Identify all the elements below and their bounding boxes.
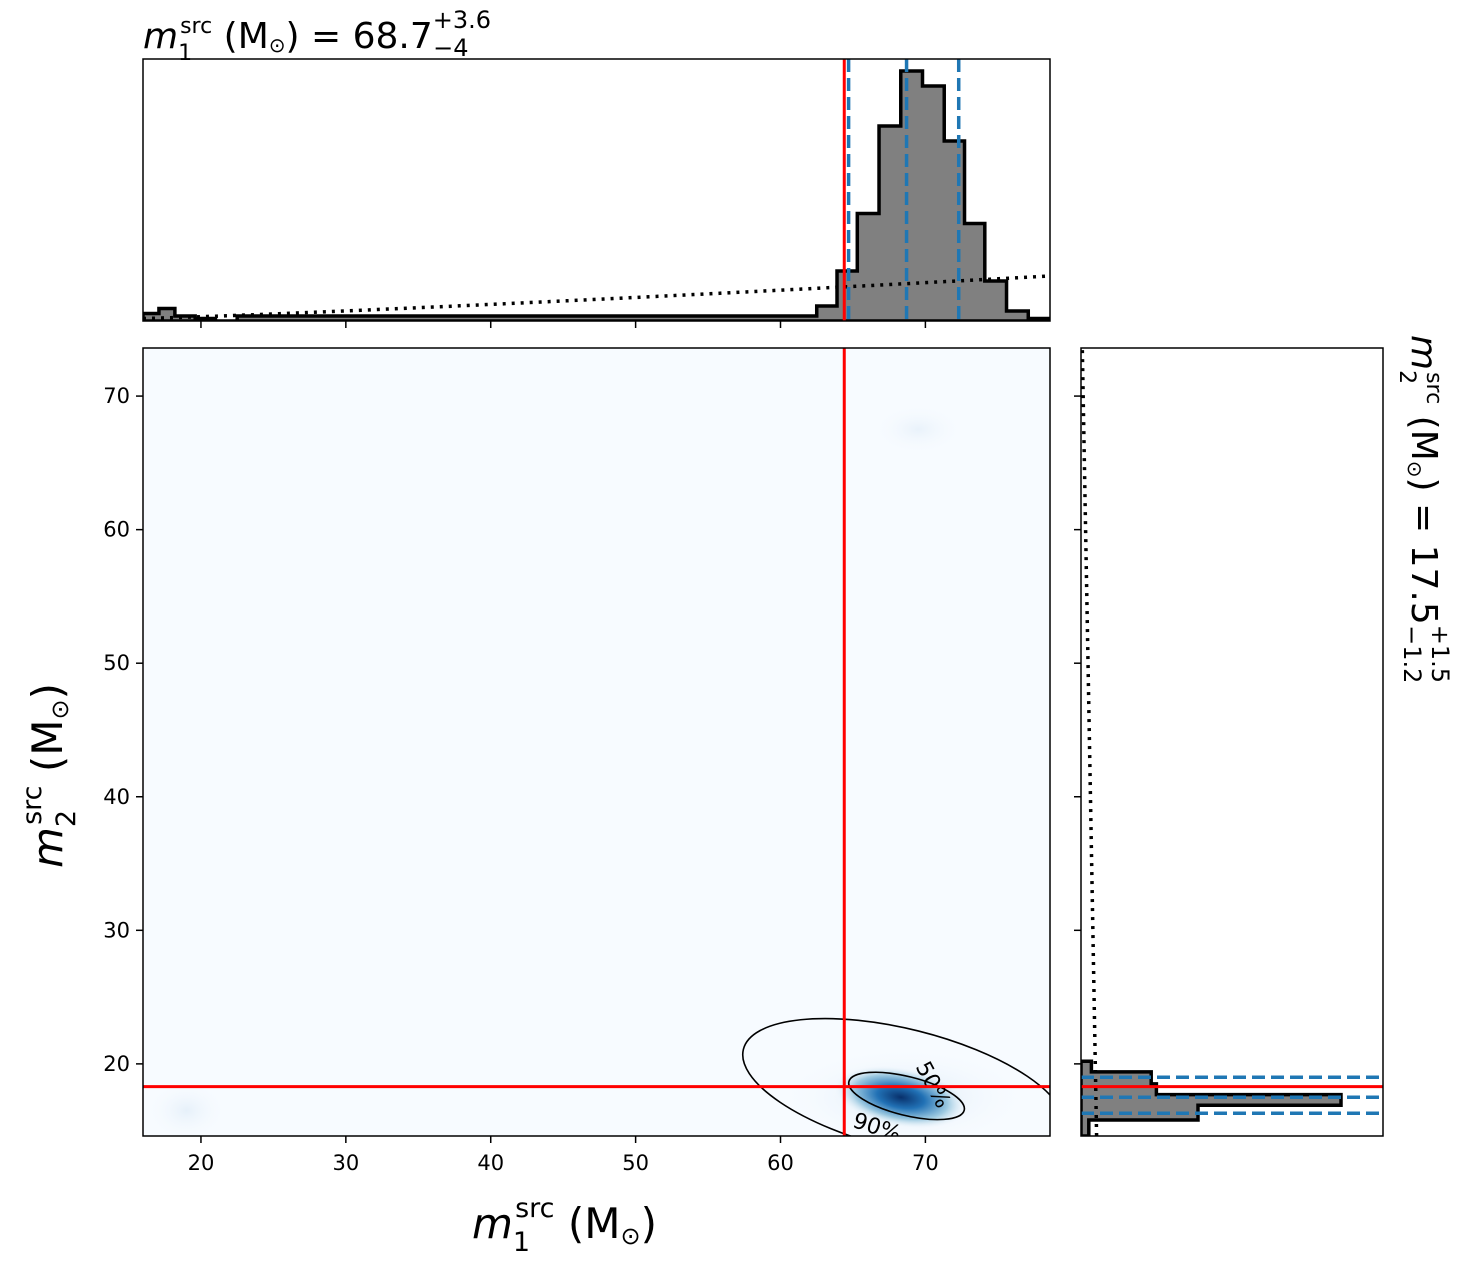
x-tick-label: 20 [188, 1151, 215, 1175]
x-tick-label: 40 [477, 1151, 504, 1175]
histogram-m1 [143, 69, 1050, 321]
x-axis-label: m1src (M⊙) [472, 1193, 657, 1258]
marginal-m1-content [143, 59, 1050, 321]
y-tick-label: 50 [103, 651, 130, 675]
x-tick-label: 30 [332, 1151, 359, 1175]
y-tick-label: 60 [103, 518, 130, 542]
prior-m1-line [143, 274, 1050, 321]
heatmap-content: 50%90% [143, 348, 1050, 1136]
marginal-m1-title: m1src (M⊙) = 68.7+3.6 −4 [143, 6, 491, 66]
y-tick-label: 30 [103, 918, 130, 942]
joint-frame [142, 347, 1051, 1137]
x-tick-label: 60 [767, 1151, 794, 1175]
y-axis-label: m2src (M⊙) [17, 683, 82, 868]
density-peak [833, 1065, 968, 1130]
marginal-m2-panel: m2src (M⊙) = 17.5+1.5−1.2 [1074, 335, 1454, 1137]
y-tick-label: 70 [103, 384, 130, 408]
density-faint-spot [873, 404, 964, 455]
density-faint-spot [146, 1080, 227, 1136]
axis-labels: m1src (M⊙) m2src (M⊙) [17, 683, 657, 1258]
x-tick-label: 50 [622, 1151, 649, 1175]
y-tick-label: 20 [103, 1052, 130, 1076]
x-tick-label: 70 [912, 1151, 939, 1175]
contour-90-line [741, 1017, 1050, 1136]
marginal-m1-panel: m1src (M⊙) = 68.7+3.6 −4 [142, 6, 1051, 328]
prior-m2-line [1081, 348, 1099, 1136]
heatmap-background [143, 348, 1050, 1136]
marginal-m1-frame [142, 58, 1051, 322]
joint-density-panel: 50%90% 20 30 40 50 60 70 20 30 40 50 60 70 [103, 347, 1051, 1175]
marginal-m2-frame [1080, 347, 1384, 1137]
contour-50-line [847, 1071, 966, 1121]
y-tick-label: 40 [103, 785, 130, 809]
marginal-m2-label: m2src (M⊙) = 17.5+1.5−1.2 [1394, 335, 1454, 683]
marginal-m2-content [1081, 348, 1383, 1136]
histogram-m2 [1081, 1059, 1343, 1136]
